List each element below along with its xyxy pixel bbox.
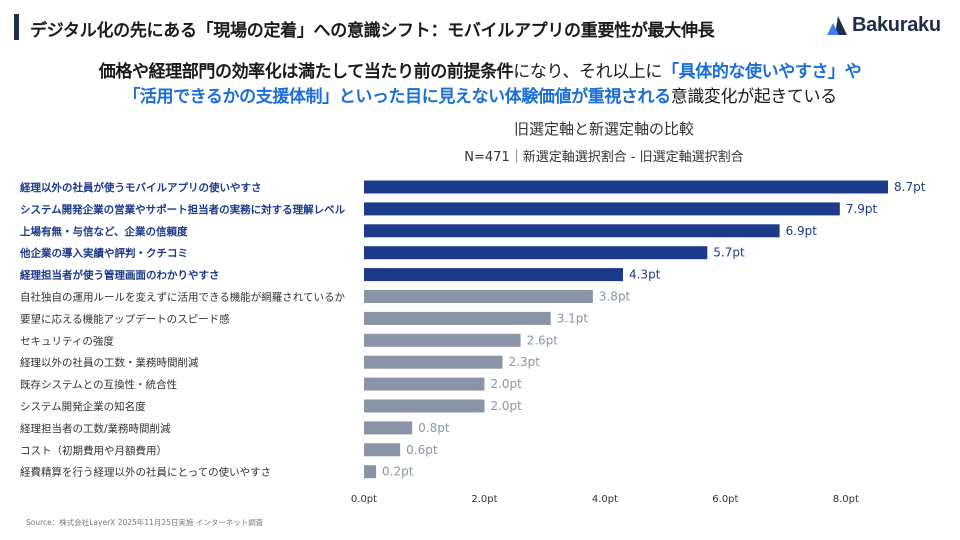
- bar: [364, 224, 780, 238]
- category-label: 経理担当者が使う管理画面のわかりやすさ: [20, 269, 220, 282]
- value-label: 2.3pt: [509, 355, 541, 369]
- category-label: 既存システムとの互換性・統合性: [20, 378, 177, 391]
- brand-name: Bakuraku: [852, 14, 941, 36]
- x-tick-label: 0.0pt: [351, 494, 377, 505]
- bar: [364, 355, 503, 369]
- bar: [364, 377, 485, 391]
- value-label: 2.0pt: [490, 399, 522, 413]
- headline-line-2: 「活用できるかの支援体制」といった目に見えない体験価値が重視される意識変化が起き…: [0, 85, 960, 110]
- bar: [364, 465, 377, 479]
- bar: [364, 443, 401, 457]
- category-label: システム開発企業の知名度: [20, 400, 146, 413]
- headline: 価格や経理部門の効率化は満たして当たり前の前提条件になり、それ以上に「具体的な使…: [0, 60, 960, 110]
- bar: [364, 202, 840, 216]
- brand-logo: Bakuraku: [824, 14, 941, 37]
- bakuraku-logo-icon: [827, 15, 847, 35]
- category-label: 経費精算を行う経理以外の社員にとっての使いやすさ: [20, 466, 271, 479]
- bar: [364, 268, 623, 282]
- value-label: 0.2pt: [382, 465, 414, 479]
- x-tick-label: 6.0pt: [712, 494, 738, 505]
- category-label: 自社独自の運用ルールを変えずに活用できる機能が網羅されているか: [20, 291, 345, 304]
- category-label: 上場有無・与信など、企業の信頼度: [20, 225, 188, 238]
- bar: [364, 421, 413, 435]
- category-label: 他企業の導入実績や評判・クチコミ: [19, 247, 188, 260]
- bar: [364, 246, 708, 260]
- chart-title: 旧選定軸と新選定軸の比較: [513, 120, 694, 138]
- value-label: 0.8pt: [418, 421, 450, 435]
- bar: [364, 333, 521, 347]
- value-label: 8.7pt: [894, 180, 926, 194]
- category-label: コスト（初期費用や月額費用）: [20, 444, 167, 457]
- headline-highlight: 「具体的な使いやすさ」や: [662, 62, 862, 82]
- bar: [364, 311, 551, 325]
- headline-text: 意識変化が起きている: [670, 87, 837, 107]
- value-label: 5.7pt: [713, 246, 745, 260]
- bar: [364, 180, 888, 194]
- bar-chart: 経理以外の社員が使うモバイルアプリの使いやすさ 8.7pt システム開発企業の営業や…: [19, 180, 926, 505]
- bar: [364, 399, 485, 413]
- headline-highlight: 「活用できるかの支援体制」といった目に見えない体験価値が重視される: [123, 87, 671, 107]
- value-label: 3.1pt: [557, 311, 589, 325]
- title-accent-bar: [14, 14, 19, 40]
- category-label: 経理以外の社員の工数・業務時間削減: [20, 356, 199, 369]
- headline-line-1: 価格や経理部門の効率化は満たして当たり前の前提条件になり、それ以上に「具体的な使…: [0, 60, 960, 85]
- headline-text: になり、それ以上に: [513, 62, 663, 82]
- value-label: 2.0pt: [490, 377, 522, 391]
- category-label: システム開発企業の営業やサポート担当者の実務に対する理解レベル: [20, 203, 346, 216]
- category-label: 経理担当者の工数/業務時間削減: [20, 422, 171, 435]
- value-label: 2.6pt: [527, 333, 559, 347]
- x-tick-label: 8.0pt: [833, 494, 859, 505]
- category-label: 要望に応える機能アップデートのスピード感: [20, 312, 230, 325]
- value-label: 7.9pt: [846, 202, 878, 216]
- x-tick-label: 4.0pt: [592, 494, 618, 505]
- x-tick-label: 2.0pt: [471, 494, 497, 505]
- category-label: セキュリティの強度: [20, 334, 114, 347]
- page-title: デジタル化の先にある「現場の定着」への意識シフト：モバイルアプリの重要性が最大伸…: [30, 21, 715, 41]
- source-note: Source：株式会社LayerX 2025年11月25日実施 インターネット調…: [26, 518, 264, 527]
- chart-subtitle: N=471｜新選定軸選択割合 - 旧選定軸選択割合: [464, 150, 744, 165]
- value-label: 6.9pt: [786, 224, 818, 238]
- value-label: 0.6pt: [406, 443, 438, 457]
- bar: [364, 290, 593, 303]
- value-label: 3.8pt: [599, 290, 631, 304]
- category-label: 経理以外の社員が使うモバイルアプリの使いやすさ: [20, 181, 262, 194]
- value-label: 4.3pt: [629, 268, 661, 282]
- headline-text: 価格や経理部門の効率化は満たして当たり前の前提条件: [98, 62, 514, 82]
